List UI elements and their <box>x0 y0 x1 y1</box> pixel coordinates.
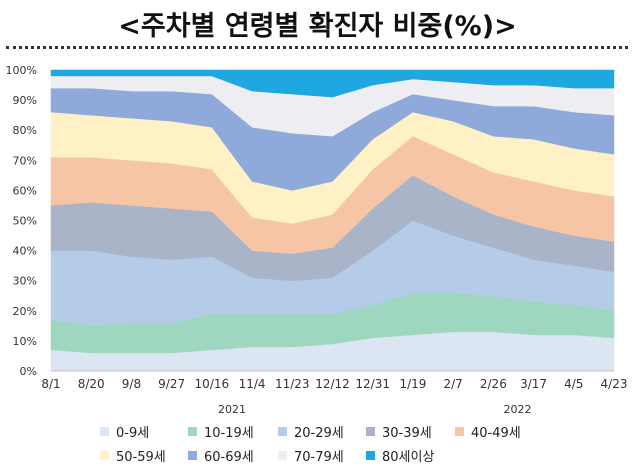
x-tick-label: 4/5 <box>564 377 583 391</box>
legend-swatch <box>278 451 287 460</box>
legend-item: 30-39세 <box>366 422 432 441</box>
legend-swatch <box>188 451 197 460</box>
x-tick-label: 2/26 <box>480 377 507 391</box>
legend-item: 50-59세 <box>100 446 166 465</box>
legend-item: 20-29세 <box>278 422 344 441</box>
x-tick-label: 11/23 <box>275 377 310 391</box>
x-tick-label: 12/12 <box>315 377 350 391</box>
legend-swatch <box>100 451 109 460</box>
x-tick-label: 9/8 <box>122 377 141 391</box>
x-tick-label: 2/7 <box>443 377 462 391</box>
x-tick-label: 1/19 <box>399 377 426 391</box>
legend-label: 0-9세 <box>116 426 150 441</box>
y-tick-label: 20% <box>13 305 37 318</box>
x-tick-label: 4/23 <box>601 377 628 391</box>
legend-item: 80세이상 <box>366 446 434 465</box>
y-tick-label: 70% <box>13 154 37 167</box>
legend-item: 40-49세 <box>455 422 521 441</box>
x-tick-label: 3/17 <box>520 377 547 391</box>
y-tick-label: 40% <box>13 245 37 258</box>
area-series-8 <box>50 69 615 98</box>
legend-label: 30-39세 <box>382 426 432 441</box>
legend-label: 50-59세 <box>116 450 166 465</box>
legend-item: 0-9세 <box>100 422 149 441</box>
legend-label: 10-19세 <box>204 426 254 441</box>
legend-item: 70-79세 <box>278 446 344 465</box>
title-divider <box>6 46 628 49</box>
x-tick-label: 8/1 <box>41 377 60 391</box>
y-tick-label: 100% <box>6 64 37 77</box>
x-tick-label: 12/31 <box>355 377 390 391</box>
legend-label: 70-79세 <box>294 450 344 465</box>
legend-item: 10-19세 <box>188 422 254 441</box>
legend-label: 40-49세 <box>471 426 521 441</box>
x-tick-label: 11/4 <box>239 377 266 391</box>
x-tick-label: 8/20 <box>78 377 105 391</box>
chart-title: <주차별 연령별 확진자 비중(%)> <box>118 11 517 42</box>
y-tick-label: 90% <box>13 94 37 107</box>
legend-item: 60-69세 <box>188 446 254 465</box>
year-label: 2021 <box>218 403 246 416</box>
stacked-area-chart: 0% 10% 20% 30% 40% 50% 60% 70% 80% 90% 100% 8/1 8/20… <box>6 64 628 416</box>
x-tick-label: 9/27 <box>158 377 185 391</box>
legend-swatch <box>278 427 287 436</box>
x-tick-label: 10/16 <box>195 377 230 391</box>
year-label: 2022 <box>503 403 531 416</box>
y-tick-label: 80% <box>13 124 37 137</box>
y-tick-label: 50% <box>13 215 37 228</box>
legend-label: 80세이상 <box>382 450 435 465</box>
y-tick-label: 0% <box>20 365 37 378</box>
legend-swatch <box>366 451 375 460</box>
y-tick-label: 10% <box>13 335 37 348</box>
legend-swatch <box>366 427 375 436</box>
legend-label: 60-69세 <box>204 450 254 465</box>
y-tick-label: 30% <box>13 275 37 288</box>
chart-legend: 0-9세 10-19세 20-29세 30-39세 40-49세 50-59세 60-69세… <box>0 420 635 466</box>
y-tick-label: 60% <box>13 184 37 197</box>
legend-swatch <box>188 427 197 436</box>
legend-swatch <box>455 427 464 436</box>
legend-swatch <box>100 427 109 436</box>
legend-label: 20-29세 <box>294 426 344 441</box>
